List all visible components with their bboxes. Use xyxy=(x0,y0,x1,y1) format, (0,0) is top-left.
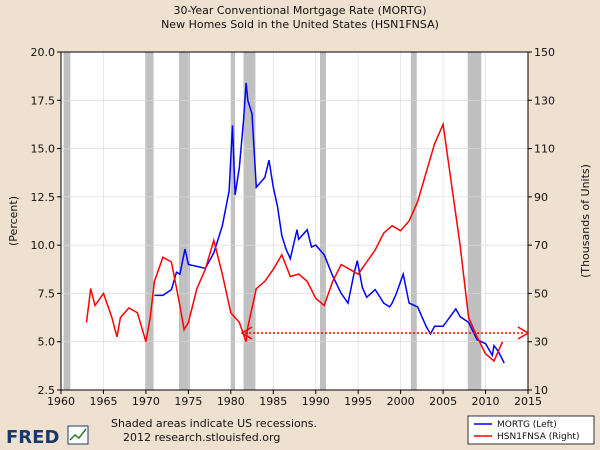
recession-band xyxy=(179,52,191,390)
chart-title: 30-Year Conventional Mortgage Rate (MORT… xyxy=(173,4,426,17)
recession-band xyxy=(319,52,326,390)
x-tick-label: 2005 xyxy=(429,395,457,408)
x-tick-label: 2010 xyxy=(472,395,500,408)
recession-band xyxy=(63,52,71,390)
y-right-tick-label: 130 xyxy=(534,94,555,107)
chart-subtitle: New Homes Sold in the United States (HSN… xyxy=(161,18,439,31)
recession-band xyxy=(230,52,236,390)
fred-graph-icon xyxy=(67,425,89,445)
x-tick-label: 2000 xyxy=(387,395,415,408)
y-left-axis-ticks: 2.5 5.0 7.5 10.0 12.5 15.0 17.5 20.0 xyxy=(31,46,61,397)
reference-line xyxy=(240,326,530,340)
y-left-tick-label: 10.0 xyxy=(31,239,56,252)
recession-note: Shaded areas indicate US recessions. xyxy=(111,417,317,430)
x-tick-label: 1995 xyxy=(344,395,372,408)
gridlines xyxy=(60,51,529,391)
plot-area xyxy=(61,52,528,390)
y-right-axis-ticks: 10 30 50 70 90 110 130 150 xyxy=(528,46,555,397)
legend-item-hsn: HSN1FNSA (Right) xyxy=(497,432,579,442)
x-tick-label: 1990 xyxy=(302,395,330,408)
recession-band xyxy=(467,52,482,390)
y-right-tick-label: 150 xyxy=(534,46,555,59)
y-left-tick-label: 17.5 xyxy=(31,94,56,107)
y-left-tick-label: 7.5 xyxy=(38,287,56,300)
x-tick-label: 1980 xyxy=(217,395,245,408)
x-tick-label: 1985 xyxy=(259,395,287,408)
arrow-left-icon xyxy=(240,326,253,340)
x-axis-ticks: 1960 1965 1970 1975 1980 1985 1990 1995 2000 2005… xyxy=(47,390,542,408)
arrow-right-icon xyxy=(517,326,530,340)
y-left-tick-label: 20.0 xyxy=(31,46,56,59)
y-right-tick-label: 50 xyxy=(534,287,548,300)
y-left-tick-label: 12.5 xyxy=(31,191,56,204)
recession-band xyxy=(243,52,256,390)
y-right-label: (Thousands of Units) xyxy=(579,164,592,278)
recession-band xyxy=(410,52,417,390)
y-left-label: (Percent) xyxy=(7,196,20,246)
y-right-tick-label: 90 xyxy=(534,191,548,204)
source-note: 2012 research.stlouisfed.org xyxy=(123,431,280,444)
y-left-tick-label: 15.0 xyxy=(31,143,56,156)
recession-band xyxy=(145,52,154,390)
fred-logo: FRED xyxy=(6,425,89,448)
y-right-tick-label: 70 xyxy=(534,239,548,252)
y-left-tick-label: 5.0 xyxy=(38,336,56,349)
legend: MORTG (Left) HSN1FNSA (Right) xyxy=(467,415,595,445)
x-tick-label: 2015 xyxy=(514,395,542,408)
series-line-mortg xyxy=(154,82,505,364)
plot-frame xyxy=(60,51,529,391)
fred-brand: FRED xyxy=(6,427,59,448)
y-right-tick-label: 110 xyxy=(534,143,555,156)
x-tick-label: 1965 xyxy=(89,395,117,408)
x-tick-label: 1970 xyxy=(132,395,160,408)
legend-item-mortg: MORTG (Left) xyxy=(497,420,557,430)
x-tick-label: 1960 xyxy=(47,395,75,408)
y-right-tick-label: 10 xyxy=(534,384,548,397)
series-lines xyxy=(85,82,505,364)
recession-shading xyxy=(63,52,482,390)
series-line-hsn xyxy=(85,121,504,363)
y-right-tick-label: 30 xyxy=(534,336,548,349)
x-tick-label: 1975 xyxy=(174,395,202,408)
y-left-tick-label: 2.5 xyxy=(38,384,56,397)
